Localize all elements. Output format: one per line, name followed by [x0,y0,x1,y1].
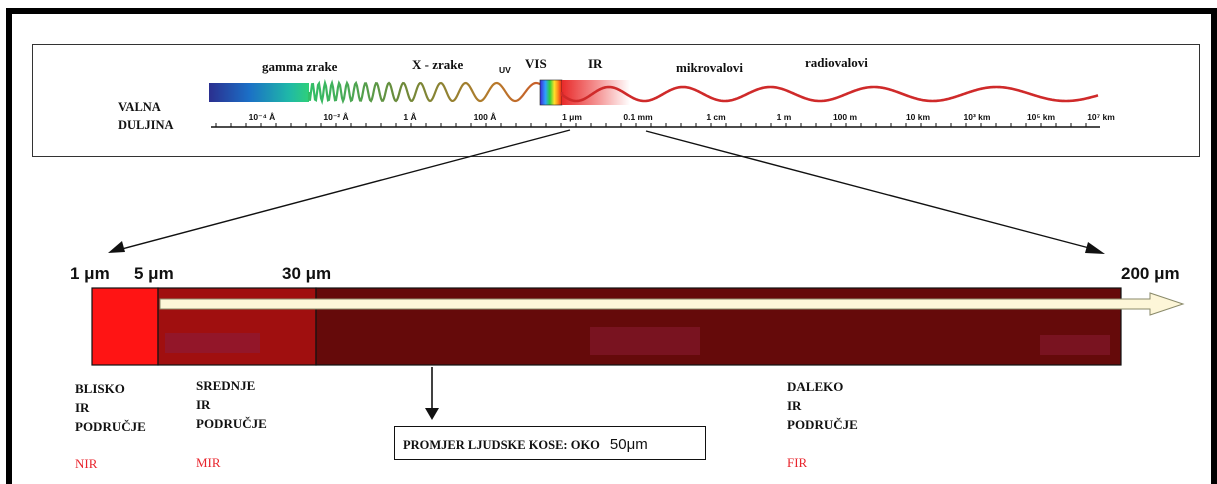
frame-right-border [1211,8,1217,484]
tick-label: 10⁵ km [1026,112,1056,122]
region-mid: SREDNJE IR PODRUČJE [196,376,267,433]
bar-label-30um: 30 μm [282,264,332,283]
tick-label: 10⁷ km [1087,112,1115,122]
wavelength-increase-arrow [159,292,1185,316]
region-mid-line3: PODRUČJE [196,416,267,431]
tick-label: 100 Å [473,112,497,122]
bar-label-5um: 5 μm [134,264,174,283]
region-near-line1: BLISKO [75,381,125,396]
region-near-line2: IR [75,400,90,415]
region-far-line2: IR [787,398,802,413]
wavelength-axis-ticks [215,123,1087,127]
radio-wave [560,85,1099,103]
region-near-abbr: NIR [75,456,98,471]
region-far-abbr: FIR [787,455,808,470]
region-near: BLISKO IR PODRUČJE [75,379,146,436]
fir-texture-patch-right [1040,335,1110,355]
tick-label: 1 cm [706,112,726,122]
hair-pointer-arrowhead [425,408,439,420]
xray-wave [307,78,541,106]
frame-top-border [6,8,1217,14]
zoom-right-line [645,130,1094,250]
tick-label: 1 μm [562,112,582,122]
visible-band-block [539,79,563,106]
zoom-left-arrowhead [108,241,125,253]
hair-diameter-text: PROMJER LJUDSKE KOSE: OKO 50μm [403,436,648,453]
hair-diameter-callout: PROMJER LJUDSKE KOSE: OKO 50μm [394,426,706,460]
fir-texture-patch [590,327,700,355]
bar-label-1um: 1 μm [70,264,110,283]
tick-label: 0.1 mm [623,112,653,122]
band-label-microwave: mikrovalovi [676,60,743,75]
nir-segment [91,287,159,366]
band-label-ir: IR [588,56,603,71]
axis-title-line1: VALNA [118,100,161,114]
tick-label: 10 km [905,112,931,122]
region-far-line3: PODRUČJE [787,417,858,432]
band-label-gamma: gamma zrake [262,59,338,74]
hair-diameter-value: 50μm [609,436,648,453]
zoom-right-arrowhead [1085,242,1105,254]
band-label-vis: VIS [525,56,547,71]
axis-title-line2: DULJINA [118,118,174,132]
mir-texture-patch [165,333,260,353]
tick-label: 10⁻⁴ Å [248,112,276,122]
gamma-band-block [209,83,309,102]
region-mid-line2: IR [196,397,211,412]
tick-label: 1 Å [403,112,417,122]
region-near-line3: PODRUČJE [75,419,146,434]
region-mid-line1: SREDNJE [196,378,256,393]
bar-label-200um: 200 μm [1121,264,1180,283]
zoom-left-line [117,129,571,251]
region-mid-abbr: MIR [196,455,221,470]
frame-left-border [6,8,12,484]
band-label-radio: radiovalovi [805,55,868,70]
tick-label: 10⁻² Å [323,112,349,122]
tick-label: 1 m [776,112,792,122]
tick-label: 10³ km [963,112,991,122]
band-label-uv: UV [499,65,511,75]
region-far: DALEKO IR PODRUČJE [787,377,858,434]
hair-diameter-label: PROMJER LJUDSKE KOSE: OKO [403,438,600,452]
tick-label: 100 m [832,112,858,122]
axis-title: VALNA DULJINA [118,98,174,134]
region-far-line1: DALEKO [787,379,844,394]
band-label-xray: X - zrake [412,57,464,72]
